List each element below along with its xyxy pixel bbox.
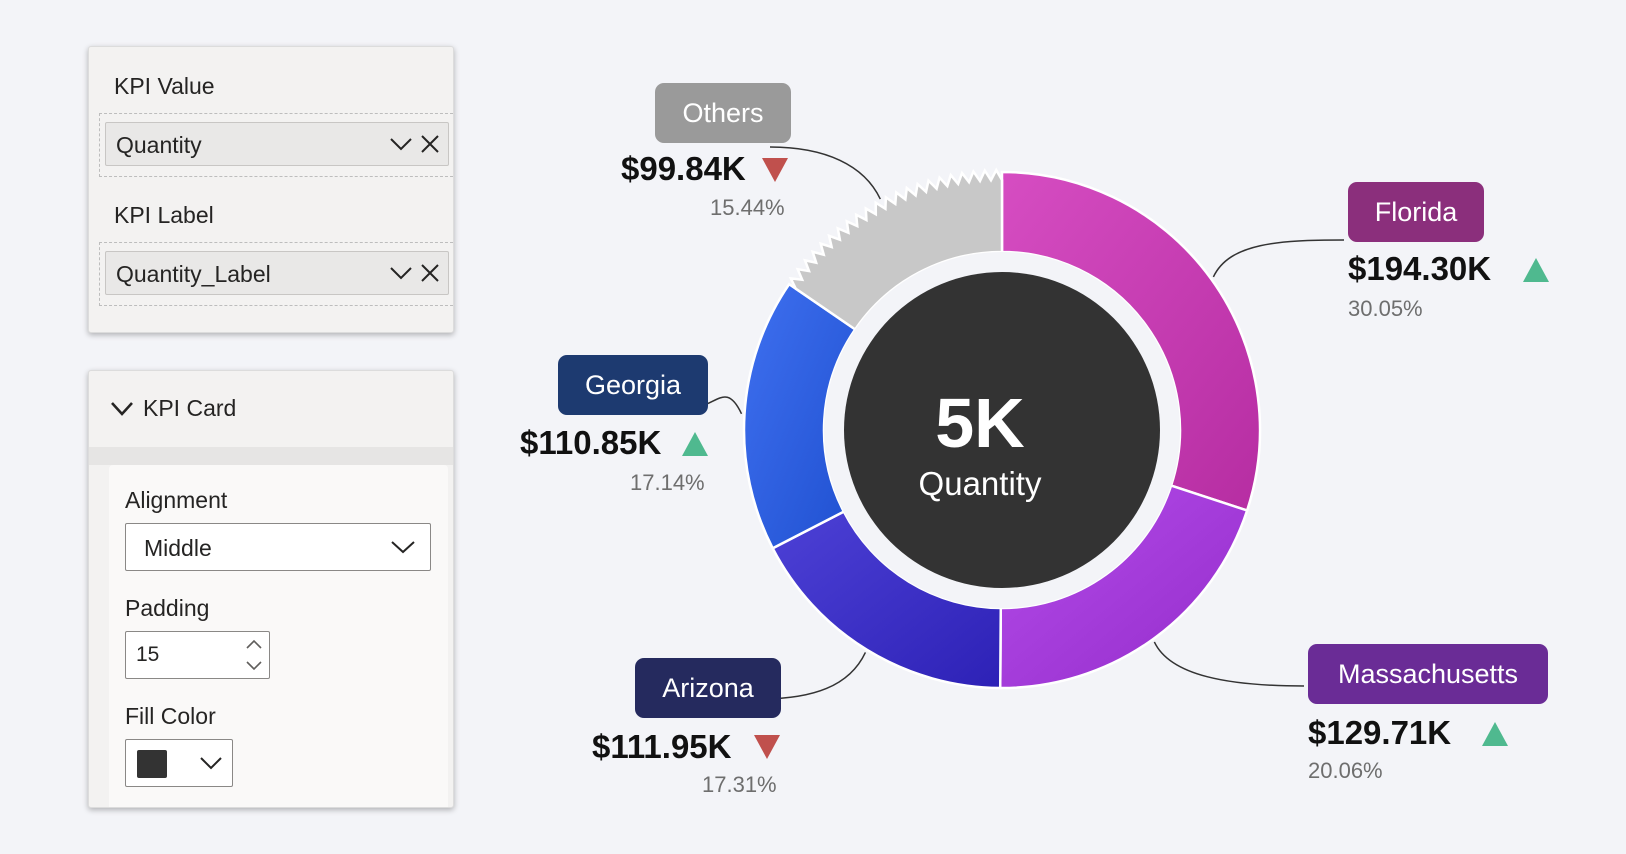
chevron-up-icon[interactable] bbox=[243, 636, 265, 652]
remove-field-icon[interactable] bbox=[417, 260, 443, 286]
legend-tag-massachusetts: Massachusetts bbox=[1308, 644, 1548, 704]
padding-stepper[interactable]: 15 bbox=[125, 631, 270, 679]
legend-tag-georgia: Georgia bbox=[558, 355, 708, 415]
kpi-card-section-header[interactable]: KPI Card bbox=[89, 371, 453, 447]
legend-value-others: $99.84K bbox=[621, 150, 746, 187]
kpi-value-well[interactable]: Quantity bbox=[99, 113, 453, 177]
chevron-down-icon[interactable] bbox=[243, 658, 265, 674]
alignment-label: Alignment bbox=[125, 487, 228, 513]
legend-tag-others: Others bbox=[655, 83, 791, 143]
kpi-label-field-pill[interactable]: Quantity_Label bbox=[105, 251, 449, 295]
legend-percent-massachusetts: 20.06% bbox=[1308, 758, 1383, 783]
padding-value: 15 bbox=[136, 643, 160, 666]
trend-down-icon bbox=[754, 735, 780, 759]
kpi-center-label: Quantity bbox=[918, 465, 1042, 502]
trend-down-icon bbox=[762, 158, 788, 182]
legend-percent-florida: 30.05% bbox=[1348, 296, 1423, 321]
legend-percent-georgia: 17.14% bbox=[630, 470, 705, 495]
kpi-center-circle bbox=[844, 272, 1160, 588]
padding-label: Padding bbox=[125, 595, 210, 621]
kpi-label-label: KPI Label bbox=[114, 202, 214, 228]
fill-color-picker[interactable] bbox=[125, 739, 233, 787]
chevron-down-icon bbox=[391, 541, 415, 554]
format-pane: KPI Card Alignment Middle Padding 15 Fil… bbox=[88, 370, 454, 808]
chevron-down-icon[interactable] bbox=[388, 131, 414, 157]
donut-chart-svg bbox=[689, 146, 1345, 700]
fill-color-swatch bbox=[137, 750, 167, 778]
kpi-label-well[interactable]: Quantity_Label bbox=[99, 242, 453, 306]
remove-field-icon[interactable] bbox=[417, 131, 443, 157]
kpi-label-field-name: Quantity_Label bbox=[116, 261, 271, 287]
fields-pane: KPI Value Quantity KPI Label Quantity_La… bbox=[88, 46, 454, 333]
kpi-value-label: KPI Value bbox=[114, 73, 215, 99]
legend-tag-arizona: Arizona bbox=[635, 658, 781, 718]
kpi-card-settings: Alignment Middle Padding 15 Fill Color bbox=[109, 465, 448, 807]
alignment-value: Middle bbox=[144, 535, 212, 561]
legend-value-massachusetts: $129.71K bbox=[1308, 714, 1452, 751]
legend-value-georgia: $110.85K bbox=[520, 424, 662, 461]
chevron-down-icon[interactable] bbox=[388, 260, 414, 286]
legend-percent-others: 15.44% bbox=[710, 195, 785, 220]
kpi-value-field-pill[interactable]: Quantity bbox=[105, 122, 449, 166]
kpi-donut-chart[interactable]: 5K Quantity Others $99.84K 15.44% Florid… bbox=[460, 0, 1626, 854]
legend-value-florida: $194.30K bbox=[1348, 250, 1492, 287]
leader-line-others bbox=[769, 146, 881, 200]
section-divider bbox=[89, 447, 453, 465]
kpi-card-section-title: KPI Card bbox=[143, 395, 237, 421]
legend-percent-arizona: 17.31% bbox=[702, 772, 777, 797]
leader-line-massachusetts bbox=[1153, 641, 1305, 687]
leader-line-florida bbox=[1212, 239, 1345, 278]
kpi-value-field-name: Quantity bbox=[116, 132, 202, 158]
fill-color-label: Fill Color bbox=[125, 703, 216, 729]
legend-tag-florida: Florida bbox=[1348, 182, 1484, 242]
trend-up-icon bbox=[1482, 722, 1508, 746]
trend-up-icon bbox=[682, 432, 708, 456]
chevron-down-icon bbox=[200, 757, 222, 770]
chevron-down-icon[interactable] bbox=[109, 399, 135, 419]
alignment-dropdown[interactable]: Middle bbox=[125, 523, 431, 571]
trend-up-icon bbox=[1523, 258, 1549, 282]
legend-value-arizona: $111.95K bbox=[592, 728, 732, 765]
kpi-center-value: 5K bbox=[935, 384, 1025, 462]
